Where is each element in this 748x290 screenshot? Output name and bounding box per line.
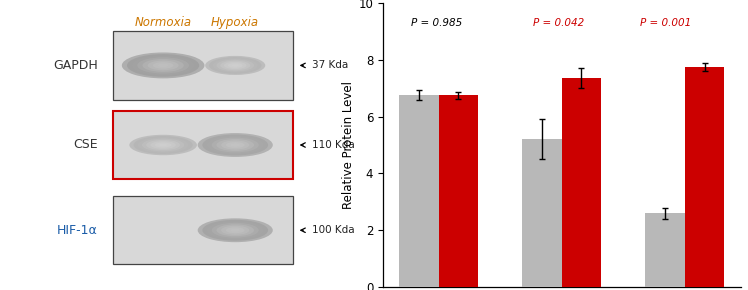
Text: 100 Kda: 100 Kda — [312, 225, 355, 235]
Ellipse shape — [216, 139, 254, 151]
Ellipse shape — [226, 227, 245, 233]
Ellipse shape — [132, 56, 194, 75]
Ellipse shape — [127, 54, 199, 77]
Bar — [399, 95, 438, 287]
Ellipse shape — [226, 142, 245, 148]
Ellipse shape — [221, 226, 249, 235]
Text: Normoxia: Normoxia — [135, 16, 191, 29]
Text: HIF-1α: HIF-1α — [57, 224, 98, 237]
Ellipse shape — [203, 220, 268, 241]
Text: 110 Kda: 110 Kda — [312, 140, 355, 150]
Text: CSE: CSE — [73, 139, 98, 151]
Ellipse shape — [138, 57, 189, 74]
Ellipse shape — [155, 142, 171, 148]
Bar — [646, 213, 685, 287]
Ellipse shape — [221, 141, 249, 149]
Ellipse shape — [212, 137, 259, 153]
Ellipse shape — [220, 61, 251, 70]
Ellipse shape — [129, 135, 197, 155]
Ellipse shape — [209, 57, 262, 74]
Text: P = 0.001: P = 0.001 — [640, 18, 692, 28]
Bar — [113, 196, 293, 264]
Ellipse shape — [197, 133, 273, 157]
Ellipse shape — [122, 52, 204, 78]
Ellipse shape — [146, 140, 180, 150]
Ellipse shape — [216, 59, 254, 71]
Text: Hypoxia: Hypoxia — [211, 16, 260, 29]
Ellipse shape — [150, 141, 176, 149]
Ellipse shape — [224, 62, 247, 69]
Ellipse shape — [134, 136, 193, 154]
Ellipse shape — [212, 223, 259, 238]
Bar — [113, 31, 293, 99]
Ellipse shape — [205, 56, 266, 75]
Ellipse shape — [216, 224, 254, 236]
Bar — [522, 139, 562, 287]
Text: 37 Kda: 37 Kda — [312, 60, 348, 70]
Y-axis label: Relative Protein Level: Relative Protein Level — [343, 81, 355, 209]
Ellipse shape — [203, 135, 268, 155]
Ellipse shape — [197, 218, 273, 242]
Ellipse shape — [138, 137, 188, 153]
Text: P = 0.042: P = 0.042 — [533, 18, 584, 28]
Ellipse shape — [212, 58, 258, 72]
Bar — [438, 95, 478, 287]
Bar — [113, 111, 293, 179]
Ellipse shape — [142, 59, 184, 72]
Bar — [685, 67, 724, 287]
Ellipse shape — [207, 221, 263, 239]
Bar — [562, 78, 601, 287]
Ellipse shape — [147, 61, 179, 70]
Text: GAPDH: GAPDH — [53, 59, 98, 72]
Ellipse shape — [142, 139, 184, 151]
Text: P = 0.985: P = 0.985 — [411, 18, 463, 28]
Ellipse shape — [227, 63, 243, 68]
Ellipse shape — [153, 62, 174, 69]
Ellipse shape — [207, 136, 263, 154]
